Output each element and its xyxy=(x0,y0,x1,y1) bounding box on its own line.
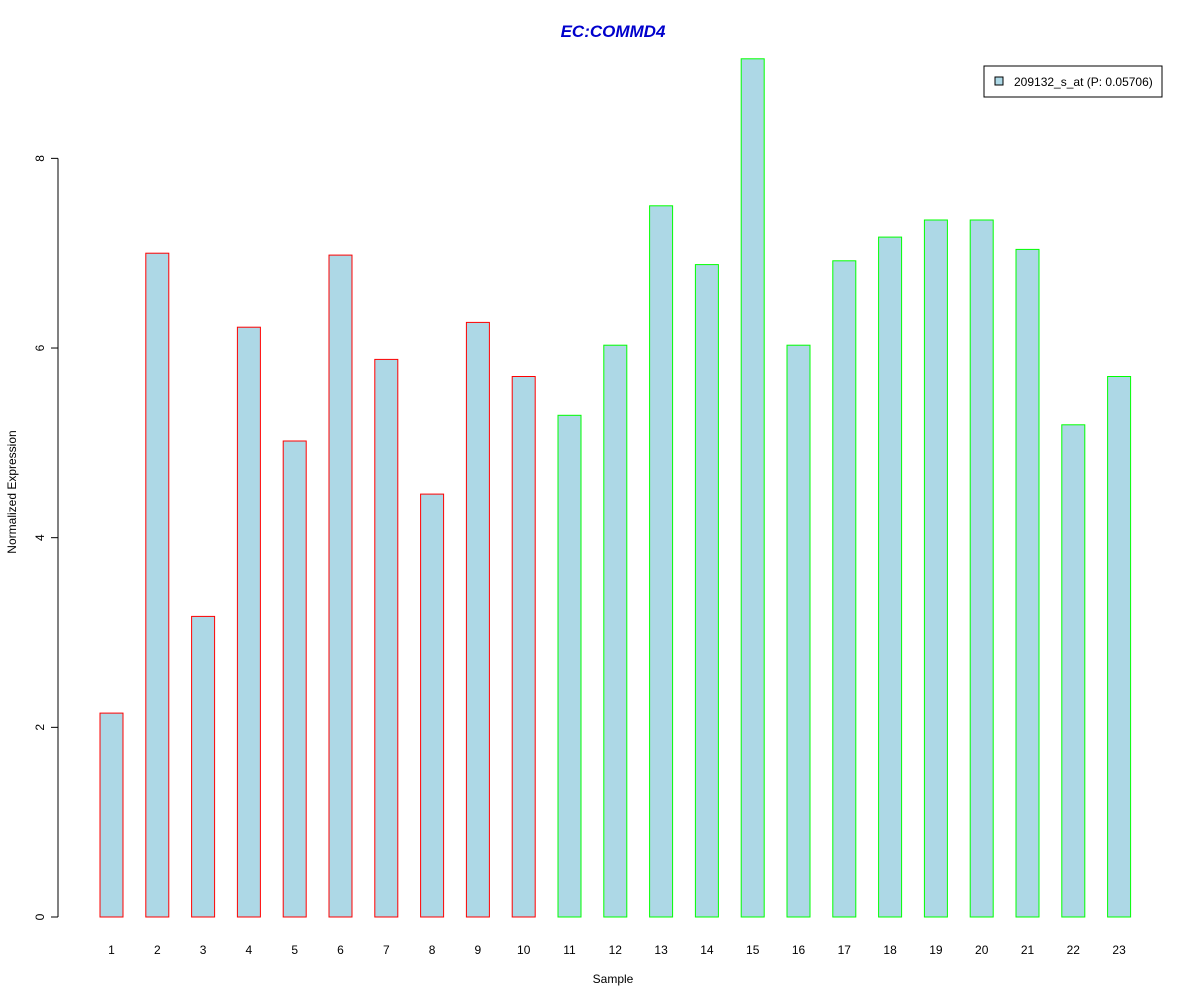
x-tick-label: 9 xyxy=(475,943,482,957)
x-tick-label: 2 xyxy=(154,943,161,957)
legend-label: 209132_s_at (P: 0.05706) xyxy=(1014,75,1153,89)
x-tick-label: 23 xyxy=(1112,943,1126,957)
bar xyxy=(145,252,170,918)
x-tick-label: 19 xyxy=(929,943,943,957)
x-tick-label: 7 xyxy=(383,943,390,957)
x-tick-label: 17 xyxy=(838,943,852,957)
x-tick-label: 3 xyxy=(200,943,207,957)
x-tick-label: 6 xyxy=(337,943,344,957)
y-tick-label: 0 xyxy=(33,913,47,920)
y-axis: 0 2 4 6 8 xyxy=(33,155,59,920)
x-tick-label: 10 xyxy=(517,943,531,957)
bar xyxy=(465,321,490,918)
x-tick-label: 22 xyxy=(1067,943,1081,957)
bar xyxy=(1061,424,1086,918)
y-axis-label: Normalized Expression xyxy=(5,430,19,553)
bar xyxy=(99,712,124,918)
bar xyxy=(649,205,674,918)
bar xyxy=(969,219,994,918)
x-tick-label: 21 xyxy=(1021,943,1035,957)
bar xyxy=(1015,248,1040,918)
legend-box xyxy=(983,65,1163,98)
legend-swatch xyxy=(994,76,1004,86)
legend: 209132_s_at (P: 0.05706) xyxy=(983,65,1163,98)
bar xyxy=(191,615,216,918)
x-tick-label: 15 xyxy=(746,943,760,957)
chart-title: EC:COMMD4 xyxy=(561,22,666,41)
x-tick-labels: 1 2 3 4 5 6 7 8 9 10 11 12 13 14 15 16 17 18 19 20 21 22 23 xyxy=(108,943,1126,957)
x-tick-label: 20 xyxy=(975,943,989,957)
bar xyxy=(694,264,719,918)
y-tick-label: 8 xyxy=(33,155,47,162)
bar xyxy=(1107,376,1132,918)
bar xyxy=(740,58,765,918)
bars xyxy=(99,58,1132,918)
x-axis-label: Sample xyxy=(593,972,634,986)
bar xyxy=(923,219,948,918)
x-tick-label: 12 xyxy=(609,943,623,957)
x-tick-label: 14 xyxy=(700,943,714,957)
bar xyxy=(420,493,445,918)
x-tick-label: 4 xyxy=(246,943,253,957)
x-tick-label: 18 xyxy=(883,943,897,957)
y-tick-label: 4 xyxy=(33,534,47,541)
x-tick-label: 11 xyxy=(563,943,576,957)
bar xyxy=(832,260,857,918)
bar xyxy=(557,414,582,918)
bar xyxy=(603,344,628,918)
x-tick-label: 16 xyxy=(792,943,806,957)
bar xyxy=(282,440,307,918)
x-tick-label: 8 xyxy=(429,943,436,957)
bar xyxy=(878,236,903,918)
x-tick-label: 5 xyxy=(291,943,298,957)
bar xyxy=(511,376,536,918)
bar xyxy=(328,254,353,918)
bar xyxy=(374,358,399,918)
x-tick-label: 1 xyxy=(108,943,115,957)
bar xyxy=(236,326,261,918)
bar xyxy=(786,344,811,918)
y-tick-label: 6 xyxy=(33,344,47,351)
y-tick-label: 2 xyxy=(33,724,47,731)
x-tick-label: 13 xyxy=(654,943,668,957)
